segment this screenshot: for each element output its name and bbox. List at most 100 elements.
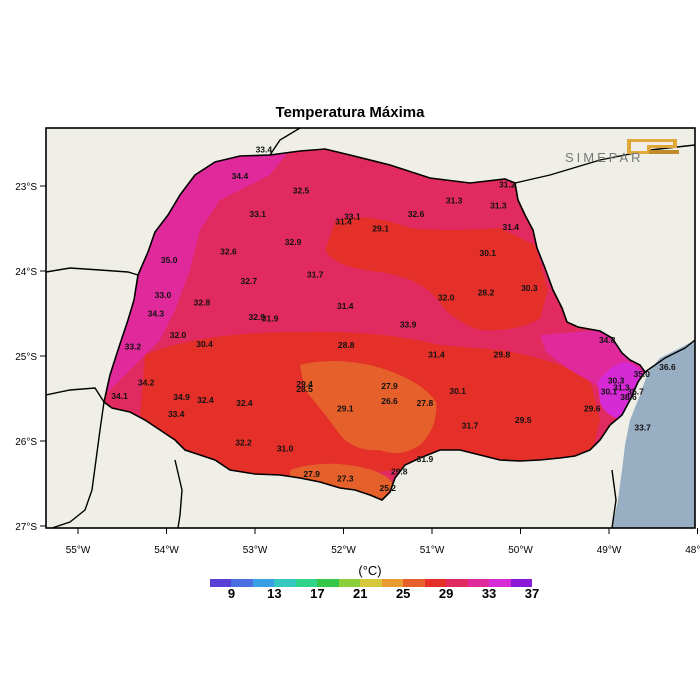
- temperature-value: 29.1: [337, 404, 354, 414]
- y-tick-label: 26°S: [15, 437, 37, 448]
- colorbar-label: 13: [267, 586, 282, 601]
- temperature-value: 28.5: [296, 384, 313, 394]
- zone-north-warm: [325, 217, 548, 331]
- x-tick-label: 51°W: [420, 545, 445, 556]
- temperature-value: 32.6: [408, 209, 425, 219]
- temperature-value: 31.3: [613, 382, 630, 392]
- temperature-value: 32.7: [241, 276, 258, 286]
- x-tick-label: 53°W: [243, 545, 268, 556]
- temperature-value: 32.0: [438, 292, 455, 302]
- x-tick-label: 50°W: [508, 545, 533, 556]
- temperature-value: 33.4: [256, 144, 273, 154]
- value-labels: 33.434.432.531.231.331.333.1 33.131.432.6…: [111, 144, 676, 492]
- colorbar-segment: [446, 579, 468, 587]
- temperature-value: 31.4: [335, 217, 352, 227]
- temperature-value: 31.4: [502, 222, 519, 232]
- temperature-value: 29.5: [515, 415, 532, 425]
- colorbar-segment: [338, 579, 361, 587]
- temperature-value: 31.9: [417, 454, 434, 464]
- temperature-value: 32.4: [197, 395, 214, 405]
- y-tick-label: 25°S: [15, 352, 37, 363]
- colorbar-label: 29: [438, 586, 454, 601]
- colorbar-segment: [274, 579, 296, 587]
- colorbar-segment: [252, 579, 275, 587]
- colorbar-segment: [424, 579, 447, 587]
- temperature-value: 30.4: [196, 339, 213, 349]
- temperature-value: 34.9: [173, 392, 190, 402]
- temperature-value: 30.3: [521, 283, 538, 293]
- temperature-value: 30.3: [608, 376, 625, 386]
- temperature-value: 30.1: [449, 386, 466, 396]
- map-title: Temperatura Máxima: [275, 104, 425, 121]
- colorbar-segment: [510, 579, 533, 587]
- colorbar-label: 33: [481, 586, 497, 601]
- temperature-value: 26.6: [381, 396, 398, 406]
- temperature-value: 32.6: [220, 246, 237, 256]
- x-tick-label: 55°W: [66, 545, 91, 556]
- temperature-value: 30.1: [479, 248, 496, 258]
- temperature-value: 28.2: [478, 287, 495, 297]
- temperature-value: 33.4: [168, 409, 185, 419]
- temperature-value: 29.6: [584, 404, 601, 414]
- zone-south-cool: [290, 463, 398, 500]
- temperature-value: 29.8: [494, 349, 511, 359]
- temperature-value: 34.2: [138, 377, 155, 387]
- colorbar-segment: [381, 579, 404, 587]
- temperature-value: 34.8: [599, 335, 616, 345]
- temperature-value: 32.8: [194, 297, 211, 307]
- temperature-value: 31.2: [499, 179, 516, 189]
- colorbar-segment: [467, 579, 490, 587]
- temperature-value: 31.3: [490, 201, 507, 211]
- temperature-value: 25.2: [379, 483, 396, 493]
- temperature-value: 27.3: [337, 473, 354, 483]
- temperature-value: 34.3: [148, 309, 165, 319]
- y-tick-label: 23°S: [15, 182, 37, 193]
- temperature-value: 31.9: [262, 314, 279, 324]
- colorbar-segment: [210, 579, 232, 587]
- brand-text: SIMEPAR: [565, 150, 644, 164]
- temperature-value: 27.9: [381, 381, 398, 391]
- colorbar-label: 9: [227, 586, 236, 601]
- temperature-value: 31.3: [446, 195, 463, 205]
- temperature-value: 27.8: [417, 398, 434, 408]
- x-tick-label: 48°W: [685, 545, 700, 556]
- temperature-value: 33.7: [634, 422, 651, 432]
- colorbar-label: 25: [395, 586, 411, 601]
- x-tick-label: 54°W: [154, 545, 179, 556]
- neighbor-borders: [46, 128, 695, 528]
- temperature-value: 32.0: [170, 330, 187, 340]
- map-border: [45, 127, 696, 529]
- temperature-value: 35.7: [627, 387, 644, 397]
- temperature-value: 35.0: [161, 255, 178, 265]
- temperature-value: 33.2: [125, 342, 142, 352]
- temperature-value: 32.9: [248, 312, 265, 322]
- y-tick-label: 24°S: [15, 267, 37, 278]
- colorbar-segment: [403, 579, 425, 587]
- temperature-fields: [104, 149, 645, 500]
- temperature-value: 28.8: [338, 340, 355, 350]
- colorbar-label: 17: [310, 586, 325, 601]
- colorbar-segment: [360, 579, 382, 587]
- temperature-value: 32.4: [236, 398, 253, 408]
- temperature-value: 33.1: [344, 212, 361, 222]
- temperature-value: 31.4: [337, 301, 354, 311]
- colorbar: [210, 579, 533, 587]
- temperature-value: 31.0: [277, 444, 294, 454]
- colorbar-segment: [489, 579, 511, 587]
- ocean: [612, 340, 695, 528]
- colorbar-segment: [317, 579, 339, 587]
- temperature-value: 34.1: [111, 391, 128, 401]
- temperature-value: 32.9: [285, 237, 302, 247]
- zone-central-cool: [300, 361, 437, 454]
- temperature-value: 29.1: [372, 224, 389, 234]
- temperature-value: 27.9: [303, 469, 320, 479]
- temperature-value: 36.6: [659, 362, 676, 372]
- state-border: [103, 148, 646, 501]
- unit-label: (°C): [358, 563, 382, 578]
- temperature-value: 30.1: [601, 387, 618, 397]
- simepar-logo: SIMEPAR: [565, 138, 685, 165]
- temperature-value: 33.0: [155, 290, 172, 300]
- temperature-value: 32.2: [235, 438, 252, 448]
- temperature-value: 34.4: [232, 171, 249, 181]
